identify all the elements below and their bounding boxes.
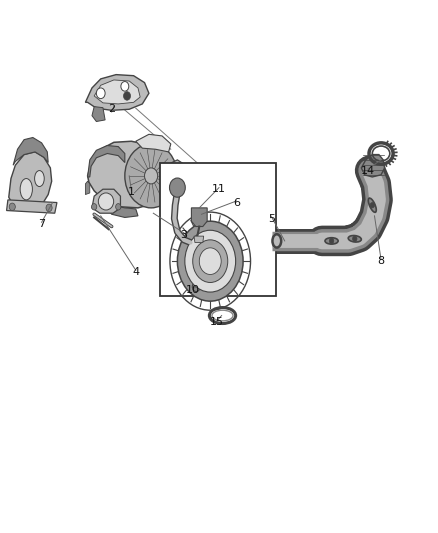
Text: 8: 8 [378,256,385,266]
Text: 6: 6 [233,198,240,207]
Polygon shape [92,189,120,213]
Circle shape [170,178,185,197]
Polygon shape [166,160,185,184]
Text: 4: 4 [132,267,139,277]
Polygon shape [7,200,57,213]
Circle shape [96,88,105,99]
Circle shape [92,204,97,210]
Circle shape [121,82,129,91]
Text: 14: 14 [361,166,375,175]
Polygon shape [94,80,140,104]
Circle shape [177,221,243,301]
Text: 3: 3 [180,230,187,239]
Circle shape [370,203,374,208]
Polygon shape [88,141,170,208]
Text: 7: 7 [38,219,45,229]
Circle shape [185,230,236,292]
Text: 2: 2 [108,104,115,114]
Polygon shape [88,146,125,177]
Ellipse shape [20,179,32,200]
Polygon shape [92,107,105,122]
FancyBboxPatch shape [160,163,276,296]
Polygon shape [107,205,138,217]
Ellipse shape [348,236,361,242]
Circle shape [329,238,334,244]
Ellipse shape [325,238,338,244]
Polygon shape [361,155,385,177]
Text: 15: 15 [210,318,224,327]
Text: 1: 1 [128,187,135,197]
Polygon shape [13,138,48,165]
Circle shape [193,240,228,282]
Circle shape [116,204,121,210]
Circle shape [46,204,52,212]
Text: 10: 10 [186,286,200,295]
Polygon shape [191,208,207,227]
Circle shape [9,203,15,211]
Circle shape [353,236,357,241]
Polygon shape [194,236,204,243]
Ellipse shape [368,198,376,212]
Text: 5: 5 [268,214,275,223]
Circle shape [199,248,221,274]
Circle shape [145,168,158,184]
Circle shape [124,92,131,100]
Polygon shape [9,152,52,211]
Ellipse shape [173,164,182,180]
Text: 11: 11 [212,184,226,194]
Ellipse shape [35,171,44,187]
Circle shape [192,282,200,292]
Polygon shape [85,181,90,195]
Ellipse shape [98,193,114,210]
Polygon shape [136,134,171,152]
Polygon shape [85,75,149,110]
Circle shape [125,144,177,208]
